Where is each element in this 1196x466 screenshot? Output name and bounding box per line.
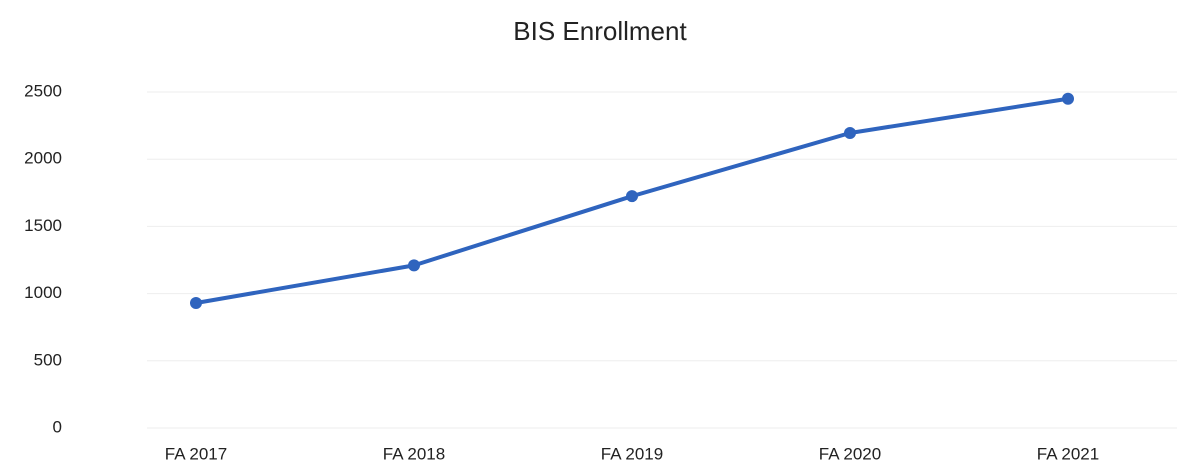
point — [844, 126, 856, 139]
x-tick-label: FA 2021 — [1037, 444, 1099, 463]
chart-title: BIS Enrollment — [513, 16, 687, 46]
point — [626, 190, 638, 203]
y-tick-label: 500 — [34, 350, 62, 369]
point — [1062, 92, 1074, 105]
x-tick-label: FA 2018 — [383, 444, 445, 463]
point — [408, 259, 420, 272]
point — [190, 297, 202, 310]
x-tick-label: FA 2017 — [165, 444, 227, 463]
y-tick-label: 2500 — [24, 81, 62, 100]
x-tick-label: FA 2019 — [601, 444, 663, 463]
y-tick-label: 0 — [53, 417, 62, 436]
x-tick-label: FA 2020 — [819, 444, 881, 463]
y-tick-label: 2000 — [24, 149, 62, 168]
y-tick-label: 1500 — [24, 216, 62, 235]
y-tick-label: 1000 — [24, 283, 62, 302]
